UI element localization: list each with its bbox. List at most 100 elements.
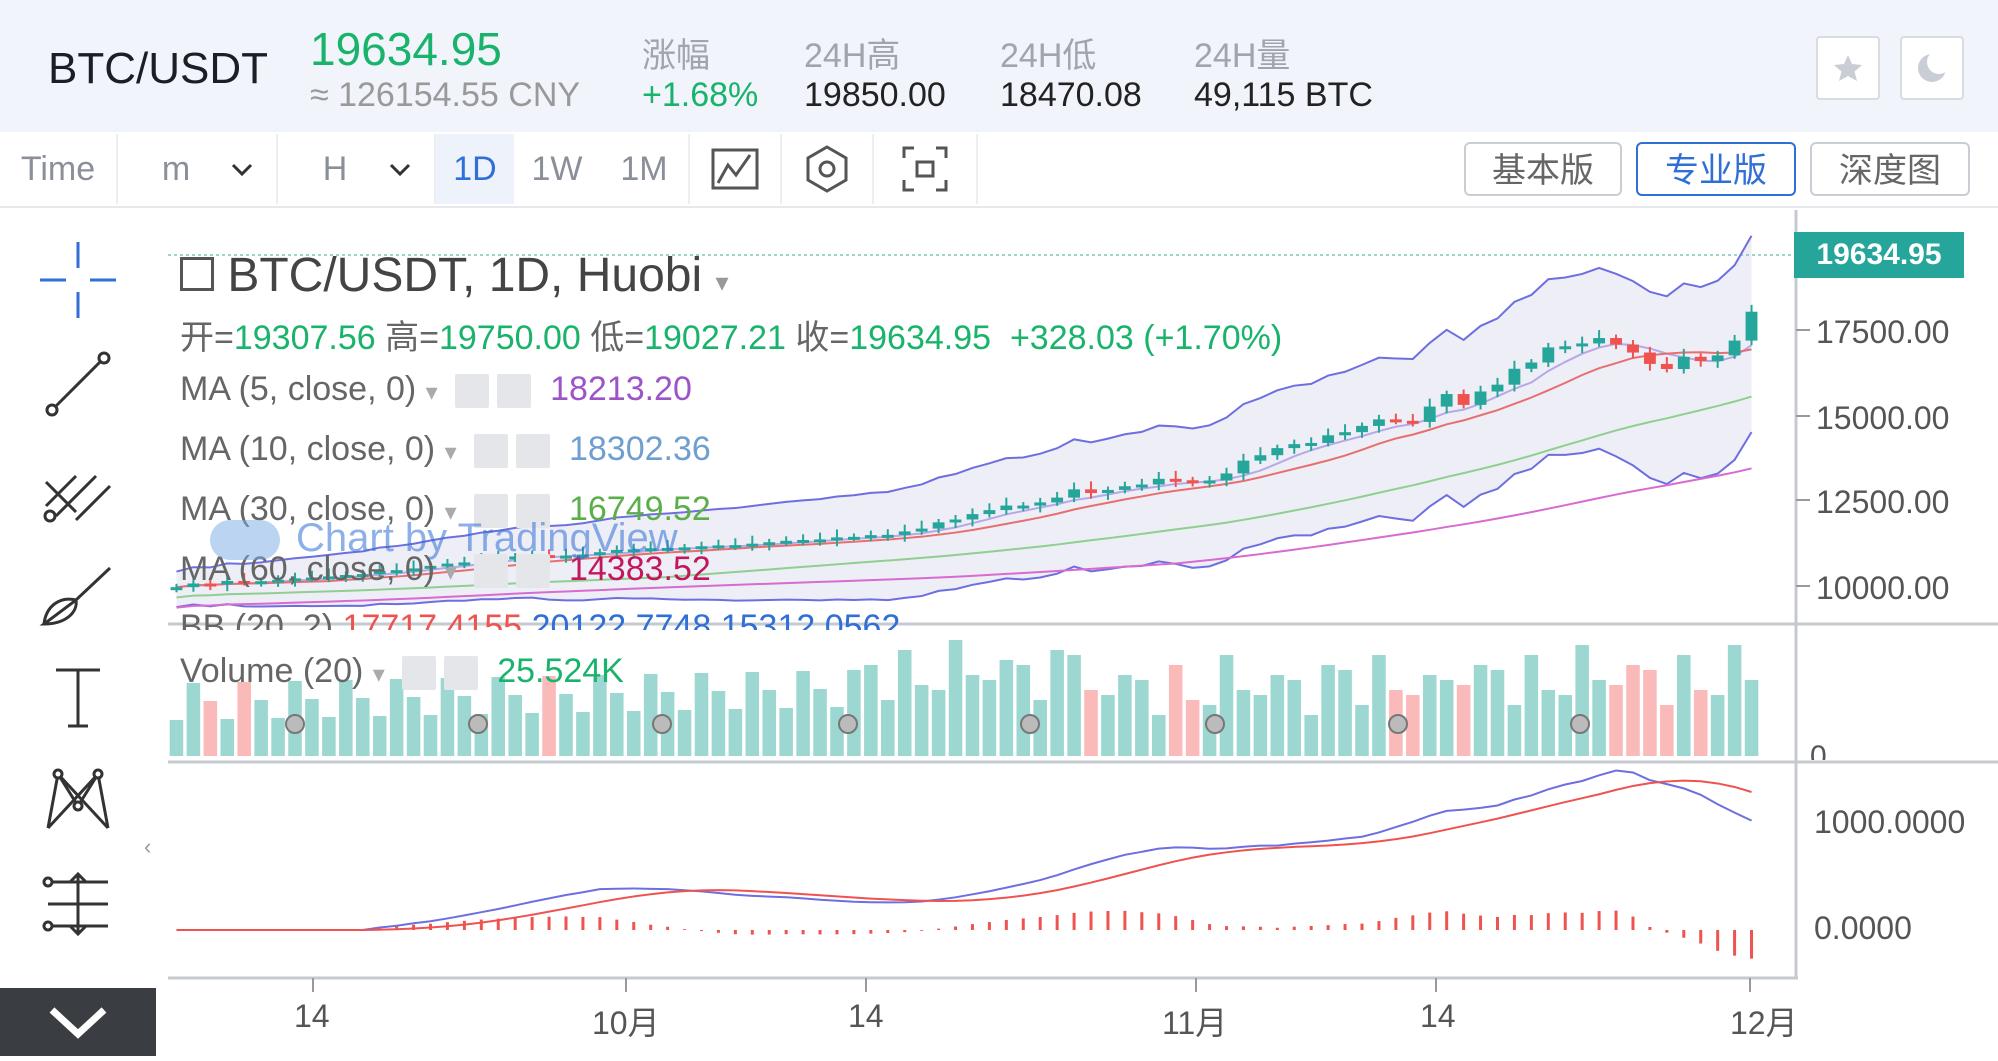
close-icon[interactable] [516,554,551,589]
indicator-value: 17717.4155 [342,608,523,630]
text-icon [56,668,100,728]
gear-icon[interactable] [474,434,509,469]
expand-arrow-icon[interactable]: ‹ [144,834,152,859]
volume-bar [1490,670,1505,756]
indicator-bb[interactable]: BB (20, 2) 17717.4155 20122.7748 15312.0… [180,608,900,630]
volume-bar [1406,695,1420,756]
volume-bar [813,689,827,756]
crosshair-tool[interactable] [36,238,120,322]
indicator-ma5[interactable]: MA (5, close, 0) ▾ 18213.20 [180,370,692,409]
collapse-icon [49,1007,107,1039]
candle-up [814,539,826,543]
measure-tool[interactable] [36,862,120,946]
gear-icon[interactable] [455,374,490,409]
candle-up [1254,455,1267,461]
candle-up [1559,346,1572,350]
time-button[interactable]: Time [0,134,118,204]
view-depth-button[interactable]: 深度图 [1810,142,1970,196]
chevron-down-icon[interactable]: ▾ [444,559,457,586]
event-marker [285,714,305,734]
stat-label: 涨幅 [642,37,710,75]
candle-up [1728,340,1741,356]
watermark-text: Chart by TradingView [296,516,678,560]
chevron-down-icon[interactable]: ▾ [444,499,457,526]
volume-bar [220,719,235,756]
close-icon[interactable] [444,656,479,691]
volume-legend[interactable]: Volume (20) ▾ 25.524K [180,652,624,691]
indicator-ma10[interactable]: MA (10, close, 0) ▾ 18302.36 [180,430,711,469]
close-icon[interactable] [516,494,551,529]
volume-bar [1609,685,1623,756]
interval-1w[interactable]: 1W [531,150,583,188]
volume-tick: 0 [1810,740,1827,760]
trend-line-icon [45,351,111,417]
text-tool[interactable] [36,654,120,738]
indicator-icon [711,148,759,190]
macd-tick: 1000.0000 [1814,804,1966,840]
stat-label: 24H低 [1000,37,1097,75]
volume-bar [1287,680,1302,756]
minute-interval-select[interactable]: m [118,134,278,204]
close-icon[interactable] [497,374,532,409]
volume-bar [288,681,302,756]
volume-bar [1507,705,1522,756]
high-label: 高= [385,319,439,357]
indicator-button[interactable] [690,134,782,204]
volume-bar [1660,705,1674,756]
volume-bar [576,712,590,756]
pitchfork-tool[interactable] [36,446,120,530]
pattern-tool[interactable] [36,758,120,842]
volume-bar [1118,675,1132,756]
brush-tool[interactable] [36,550,120,634]
interval-1m[interactable]: 1M [600,134,690,204]
volume-bar [305,699,319,756]
favorite-button[interactable] [1816,36,1880,100]
volume-bar [237,682,251,756]
volume-bar [1389,690,1403,756]
gear-icon[interactable] [474,494,509,529]
candle-up [1339,432,1351,436]
chevron-down-icon[interactable]: ▾ [372,661,385,688]
gear-icon[interactable] [474,554,509,589]
event-marker [1570,714,1590,734]
chevron-down-icon[interactable]: ▾ [715,267,729,297]
view-basic-button[interactable]: 基本版 [1464,142,1622,196]
stat-label: 24H高 [804,37,901,75]
volume-bar [1541,690,1556,756]
volume-bar [1033,700,1047,756]
theme-toggle-button[interactable] [1900,36,1964,100]
volume-bar [1592,680,1606,756]
volume-bar [897,650,912,756]
candle-up [1423,406,1436,422]
indicator-value-upper: 20122.7748 [531,608,712,630]
trend-line-tool[interactable] [36,342,120,426]
candle-up [1051,497,1064,503]
volume-bar [745,672,760,756]
indicator-name: MA (10, close, 0) [180,430,436,468]
ohlc-legend: 开=19307.56 高=19750.00 低=19027.21 收=19634… [180,310,1282,359]
chevron-down-icon [231,163,253,177]
volume-bar [982,680,997,756]
collapse-legend-icon[interactable] [180,257,214,292]
hour-interval-select[interactable]: H [278,134,436,204]
indicator-name: BB (20, 2) [180,608,334,630]
candle-up [966,514,979,520]
volume-bar [1270,675,1285,756]
current-price-label: 19634.95 [1794,232,1964,278]
interval-1d[interactable]: 1D [436,134,514,204]
time-tick: 11月 [1162,1005,1228,1041]
screenshot-button[interactable] [874,134,978,204]
volume-value: 25.524K [497,652,624,690]
close-icon[interactable] [516,434,551,469]
chevron-down-icon[interactable]: ▾ [425,379,438,406]
chevron-down-icon[interactable]: ▾ [444,439,457,466]
volume-bar [830,707,844,756]
candle-up [949,519,962,523]
candle-up [1576,343,1589,347]
view-pro-button[interactable]: 专业版 [1636,142,1796,196]
volume-bar [1202,705,1217,756]
chart-settings-button[interactable] [782,134,874,204]
gear-icon[interactable] [402,656,437,691]
volume-bar [1135,680,1149,756]
collapse-toolbar-button[interactable] [0,988,156,1056]
